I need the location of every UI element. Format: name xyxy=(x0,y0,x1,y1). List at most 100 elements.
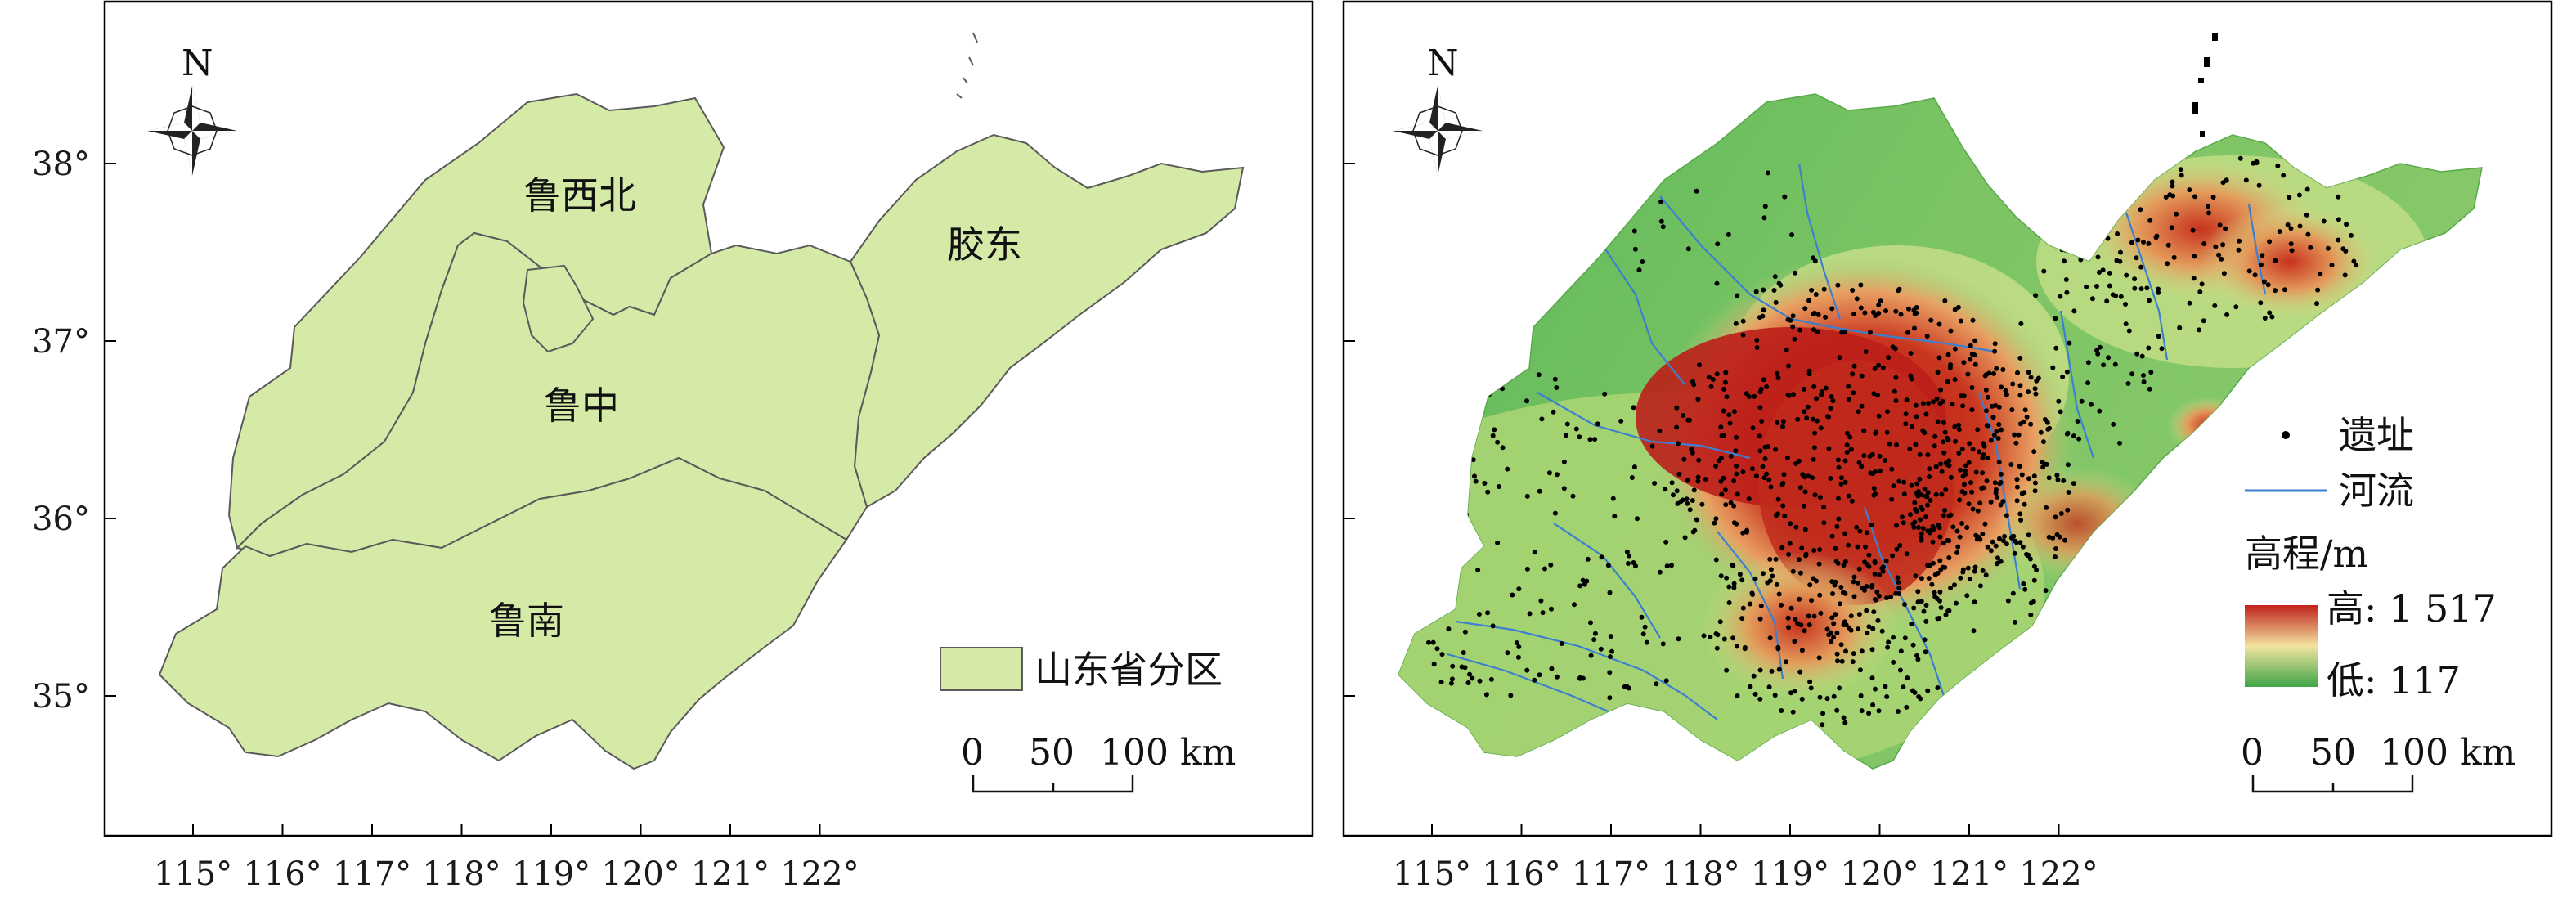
site-dot xyxy=(2064,289,2070,295)
site-dot xyxy=(1925,452,1931,458)
site-dot xyxy=(1901,479,1907,485)
site-dot xyxy=(1883,559,1889,563)
site-dot xyxy=(2027,556,2033,562)
site-dot xyxy=(1838,585,1844,590)
site-dot xyxy=(2032,386,2038,392)
site-dot xyxy=(1969,385,1975,390)
site-dot xyxy=(1482,481,1488,486)
site-dot xyxy=(1855,544,1860,550)
site-dot xyxy=(1806,368,1812,374)
site-dot xyxy=(1752,691,1758,697)
site-dot xyxy=(1778,282,1784,288)
site-dot xyxy=(1891,635,1896,640)
site-dot xyxy=(1871,492,1877,498)
site-dot xyxy=(1817,547,1823,552)
legend-site-dot xyxy=(2282,431,2290,439)
site-dot xyxy=(1995,560,2000,566)
site-dot xyxy=(1753,289,1759,294)
site-dot xyxy=(1851,574,1857,580)
site-dot xyxy=(1959,447,1965,452)
site-dot xyxy=(1843,648,1848,654)
site-dot xyxy=(2262,316,2268,321)
site-dot xyxy=(1901,520,1906,526)
site-dot xyxy=(1797,485,1803,491)
site-dot xyxy=(1808,685,1814,691)
site-dot xyxy=(1751,673,1757,679)
site-dot xyxy=(1858,693,1864,698)
site-dot xyxy=(1786,363,1792,369)
site-dot xyxy=(1919,492,1924,498)
site-dot xyxy=(1784,455,1790,460)
site-dot xyxy=(2277,229,2282,235)
site-dot xyxy=(1864,608,1869,613)
site-dot xyxy=(1823,385,1829,391)
site-dot xyxy=(1991,433,1997,438)
site-dot xyxy=(1914,653,1919,658)
site-dot xyxy=(1952,346,1958,352)
site-dot xyxy=(1719,491,1725,497)
site-dot xyxy=(2318,271,2323,276)
site-dot xyxy=(1652,481,1658,486)
site-dot xyxy=(2084,284,2089,289)
right-legend: 遗址 河流 高程/m 高: 1 517 低: 117 xyxy=(2245,413,2497,702)
site-dot xyxy=(1945,435,1950,441)
site-dot xyxy=(2138,264,2144,270)
site-dot xyxy=(1577,434,1582,440)
site-dot xyxy=(1681,456,1687,462)
site-dot xyxy=(1912,325,1917,331)
legend-swatch-region xyxy=(940,647,1023,691)
site-dot xyxy=(1886,355,1892,361)
site-dot xyxy=(2062,258,2067,264)
site-dot xyxy=(1771,288,1777,293)
site-dot xyxy=(1848,447,1854,452)
site-dot xyxy=(1876,362,1882,368)
site-dot xyxy=(1718,573,1724,579)
site-dot xyxy=(2141,373,2146,378)
lon-label-right: 116° xyxy=(1482,855,1560,893)
site-dot xyxy=(1781,472,1787,478)
site-dot xyxy=(1900,514,1905,520)
site-dot xyxy=(2071,433,2076,439)
site-dot xyxy=(2273,288,2278,294)
site-dot xyxy=(1834,707,1840,713)
site-dot xyxy=(1731,503,1737,509)
site-dot xyxy=(1942,564,1948,570)
site-dot xyxy=(1462,665,1468,671)
site-dot xyxy=(1923,514,1928,520)
site-dot xyxy=(1757,667,1763,673)
site-dot xyxy=(1690,498,1695,503)
site-dot xyxy=(1708,635,1713,639)
site-dot xyxy=(1892,388,1897,394)
site-dot xyxy=(1932,443,1937,449)
site-dot xyxy=(1999,384,2004,390)
site-dot xyxy=(2050,365,2056,370)
site-dot xyxy=(2321,218,2327,224)
site-dot xyxy=(1960,473,1966,479)
site-dot xyxy=(1980,568,1986,573)
site-dot xyxy=(1925,688,1931,693)
site-dot xyxy=(2034,378,2040,384)
site-dot xyxy=(1733,321,1739,326)
site-dot xyxy=(2085,380,2091,386)
site-dot xyxy=(1939,469,1945,474)
site-dot xyxy=(1631,464,1637,470)
site-dot xyxy=(1618,418,1624,424)
site-dot xyxy=(1995,555,2000,561)
site-dot xyxy=(1875,617,1881,623)
site-dot xyxy=(1449,676,1455,682)
site-dot xyxy=(1438,680,1444,685)
scale-line-left xyxy=(972,775,1134,793)
site-dot xyxy=(1968,357,1973,362)
site-dot xyxy=(1605,563,1611,568)
site-dot xyxy=(2123,321,2129,327)
site-dot xyxy=(1802,527,1808,532)
site-dot xyxy=(2179,173,2184,178)
site-dot xyxy=(1450,663,1456,669)
site-dot xyxy=(1984,478,1990,484)
left-map-panel: 鲁西北 胶东 鲁中 鲁南 N 山东省分区 0 50 100 km xyxy=(103,0,1314,837)
site-dot xyxy=(2076,436,2082,442)
site-dot xyxy=(1834,651,1840,657)
site-dot xyxy=(1996,404,2002,410)
site-dot xyxy=(2252,272,2258,278)
site-dot xyxy=(1734,471,1739,477)
